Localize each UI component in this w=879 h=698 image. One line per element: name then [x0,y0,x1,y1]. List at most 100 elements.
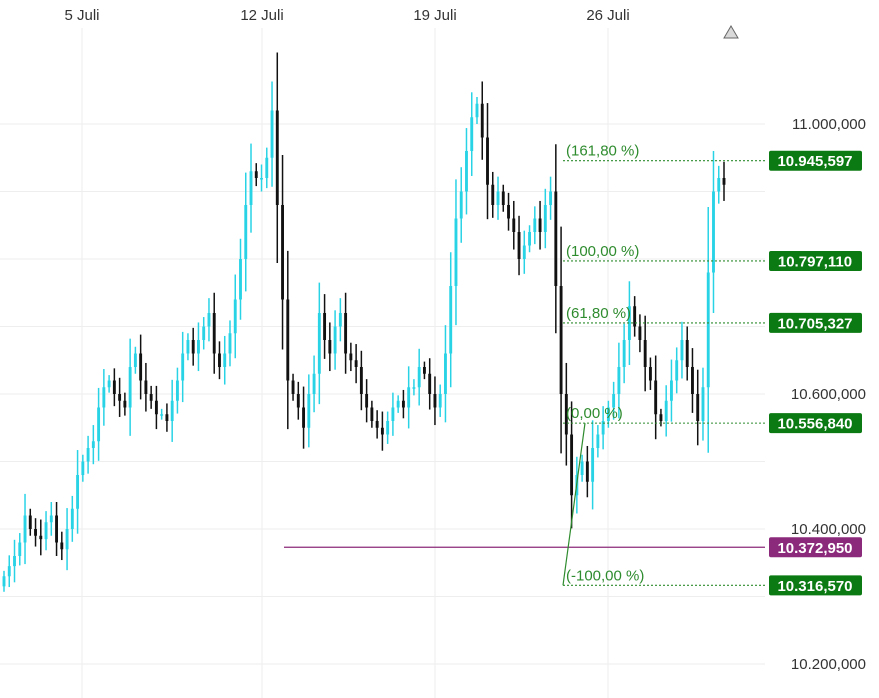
x-tick-label: 26 Juli [586,7,629,24]
candle-body [212,313,216,354]
candle-body [354,360,358,367]
candle-body [612,394,616,408]
candle-body [407,387,411,408]
candle-body [559,286,563,394]
fib-price-tag [769,413,862,434]
candle-body [86,448,90,462]
candle-body [202,326,206,340]
candle-body [627,306,631,340]
candle-body [475,103,479,118]
candle-body [223,353,227,367]
candle-body [428,373,432,394]
candle-body [401,400,405,408]
fib-price-tag-text: 10.316,570 [777,578,852,595]
candle-body [507,205,510,219]
candle-body [34,529,37,536]
candle-body [564,394,568,435]
candle-body [7,566,11,577]
candle-body [370,407,374,421]
candle-body [570,434,574,496]
candle-body [170,400,174,421]
candle-body [591,448,595,482]
candle-body [496,191,500,205]
candle-body [696,394,700,421]
candle-body [501,191,505,205]
candle-body [554,191,558,286]
candle-body [391,407,395,421]
candle-body [386,421,390,435]
candle-body [244,205,248,259]
candle-body [249,171,253,205]
candle-body [396,400,400,408]
candle-body [706,272,710,388]
candle-body [512,218,516,232]
candle-body [359,367,363,394]
candle-body [344,313,348,354]
support-price-tag-text: 10.372,950 [777,540,852,557]
candle-body [228,333,232,354]
candle-body [191,340,195,354]
candle-body [18,542,22,556]
x-tick-label: 12 Juli [240,7,283,24]
candle-body [286,299,290,381]
fib-level-label: (61,80 %) [566,305,631,322]
candle-body [302,407,306,428]
candle-body [23,515,27,543]
candle-body [102,387,106,408]
candle-body [585,461,589,482]
x-axis: 5 Juli 12 Juli 19 Juli 26 Juli [64,7,629,24]
y-tick-label: 11.000,000 [792,116,866,133]
candle-body [601,421,605,435]
candle-body [307,394,311,428]
candle-body [659,414,663,421]
candle-body [55,515,58,543]
candle-body [617,367,621,394]
candle-body [412,387,416,389]
fib-price-tag [769,312,862,333]
candle-body [70,508,74,529]
candle-body [165,414,169,421]
candle-body [97,407,101,442]
candle-body [160,414,164,416]
fib-price-tag [769,150,862,171]
candle-body [349,353,353,361]
fib-level-label: (0,00 %) [566,405,623,422]
fib-level-label: (-100,00 %) [566,567,644,584]
candle-body [186,340,190,354]
candle-body [139,353,143,381]
candle-body [281,205,284,300]
candle-body [333,326,337,354]
candle-body [60,542,64,550]
fib-price-tag-text: 10.797,110 [778,253,852,270]
candle-body [380,427,384,435]
candle-body [207,313,211,327]
fib-price-tag [769,575,862,596]
candle-body [538,218,542,232]
scroll-up-icon[interactable] [723,25,739,39]
candle-body [622,340,626,367]
candle-body [417,367,421,388]
candle-body [638,326,642,340]
candle-body [480,103,484,138]
fib-level-label: (100,00 %) [566,243,639,260]
candle-body [438,394,442,408]
y-tick-label: 10.600,000 [791,386,866,403]
grid [0,28,765,698]
candle-body [444,353,447,394]
candle-body [680,340,684,361]
candle-body [465,151,468,192]
candle-body [197,340,200,354]
fibonacci-overlay: 10.372,950 (161,80 %) 10.945,597 (100,00 %)… [284,143,862,596]
candle-body [533,218,537,232]
candle-body [522,245,526,259]
candle-body [365,394,369,408]
candle-body [422,367,426,374]
candle-body [685,340,689,367]
candle-body [260,178,263,180]
fib-trend-line [562,423,586,586]
candle-body [459,191,463,219]
candle-body [580,461,584,475]
candle-body [670,380,673,401]
candle-body [81,461,85,475]
candle-body [338,313,342,327]
